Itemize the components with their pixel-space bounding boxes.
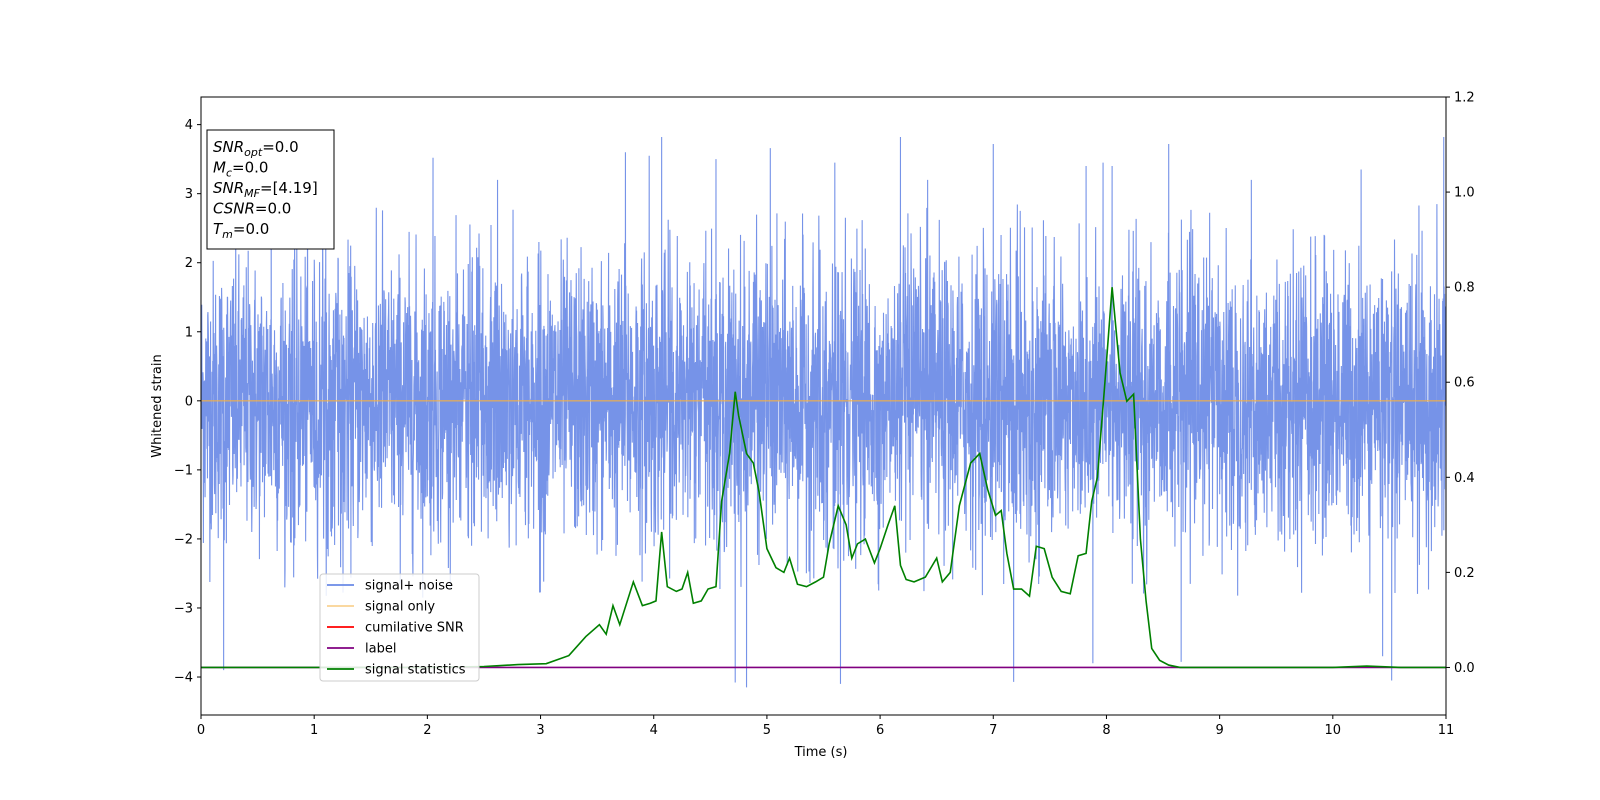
- x-tick-label: 7: [989, 723, 997, 738]
- stats-box: SNRopt=0.0Mc=0.0SNRMF=[4.19]CSNR=0.0Tm=0…: [206, 129, 335, 250]
- plot-frame: [200, 96, 1447, 716]
- signal-noise-line: [201, 137, 1446, 688]
- stats-subscript: c: [226, 167, 232, 180]
- series-signal-noise: [201, 137, 1446, 688]
- y-tick-label: −1: [174, 463, 193, 478]
- x-tick-label: 1: [310, 723, 318, 738]
- x-tick-label: 2: [423, 723, 431, 738]
- x-axis: 0 1 2 3 4 5 6 7 8 9 10 11: [197, 715, 1454, 738]
- y-tick-label: 4: [185, 118, 193, 133]
- stats-symbol: SNR: [213, 179, 244, 197]
- y2-tick-label: 0.8: [1454, 281, 1475, 296]
- y-tick-label: 2: [185, 256, 193, 271]
- y-axis-title: Whitened strain: [150, 354, 165, 457]
- y2-tick-label: 0.4: [1454, 471, 1475, 486]
- y-tick-label: −2: [174, 532, 193, 547]
- y2-tick-label: 0.6: [1454, 376, 1475, 391]
- stats-value: =0.0: [262, 138, 298, 156]
- y2-tick-label: 0.0: [1454, 661, 1475, 676]
- stats-subscript: MF: [244, 187, 260, 200]
- x-tick-label: 0: [197, 723, 205, 738]
- legend: signal+ noise signal only cumilative SNR la…: [319, 573, 480, 682]
- stats-symbol: SNR: [213, 138, 244, 156]
- y-axis-right: 1.2 1.0 0.8 0.6 0.4 0.2 0.0: [1446, 91, 1475, 676]
- legend-label: cumilative SNR: [365, 621, 464, 636]
- x-axis-title: Time (s): [794, 745, 848, 760]
- x-tick-label: 11: [1438, 723, 1455, 738]
- stats-symbol: M: [213, 159, 226, 177]
- x-tick-label: 5: [763, 723, 771, 738]
- x-tick-label: 3: [536, 723, 544, 738]
- y2-tick-label: 1.2: [1454, 91, 1475, 106]
- stats-symbol: CSNR: [213, 200, 255, 218]
- stats-line: SNRopt=0.0: [213, 138, 299, 159]
- legend-label: label: [365, 642, 396, 657]
- stats-symbol: T: [213, 220, 224, 238]
- stats-box-frame: [206, 129, 335, 250]
- x-tick-label: 8: [1102, 723, 1110, 738]
- legend-label: signal statistics: [365, 663, 466, 678]
- y2-tick-label: 1.0: [1454, 186, 1475, 201]
- x-tick-label: 4: [650, 723, 658, 738]
- stats-line: SNRMF=[4.19]: [213, 179, 318, 200]
- stats-subscript: m: [222, 228, 233, 241]
- signal-statistics-line: [201, 287, 1446, 669]
- stats-value: =[4.19]: [260, 179, 318, 197]
- y-tick-label: 1: [185, 325, 193, 340]
- y-tick-label: −4: [174, 671, 193, 686]
- stats-line: CSNR=0.0: [213, 200, 291, 218]
- legend-frame: [319, 573, 480, 682]
- y-tick-label: 0: [185, 394, 193, 409]
- x-tick-label: 10: [1325, 723, 1342, 738]
- y2-tick-label: 0.2: [1454, 566, 1475, 581]
- legend-label: signal+ noise: [365, 579, 453, 594]
- y-axis-left: 4 3 2 1 0 −1 −2 −3 −4: [174, 118, 201, 686]
- stats-value: =0.0: [233, 220, 269, 238]
- stats-value: =0.0: [232, 159, 268, 177]
- y-tick-label: 3: [185, 187, 193, 202]
- x-tick-label: 9: [1215, 723, 1223, 738]
- stats-value: =0.0: [255, 200, 291, 218]
- stats-line: Tm=0.0: [213, 220, 269, 241]
- series-signal-statistics: [201, 287, 1446, 669]
- stats-line: Mc=0.0: [213, 159, 268, 180]
- x-tick-label: 6: [876, 723, 884, 738]
- stats-subscript: opt: [244, 146, 263, 159]
- y-tick-label: −3: [174, 601, 193, 616]
- legend-label: signal only: [365, 600, 435, 615]
